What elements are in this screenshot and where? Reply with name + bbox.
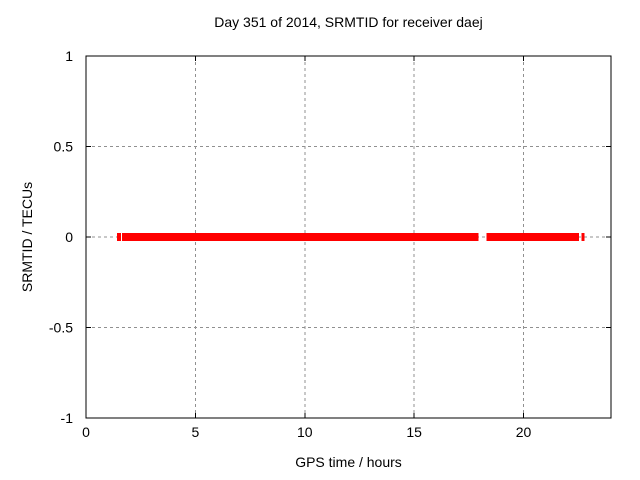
data-segment (581, 233, 585, 241)
x-tick-label: 20 (516, 424, 532, 440)
x-axis-label: GPS time / hours (295, 454, 402, 470)
y-tick-label: -0.5 (49, 320, 73, 336)
chart-title: Day 351 of 2014, SRMTID for receiver dae… (214, 14, 483, 30)
x-tick-label: 0 (82, 424, 90, 440)
x-tick-label: 15 (406, 424, 422, 440)
data-segment (117, 233, 121, 241)
y-tick-label: -1 (61, 410, 74, 426)
y-tick-label: 0 (65, 229, 73, 245)
y-tick-label: 0.5 (54, 139, 74, 155)
data-segment (486, 233, 579, 241)
y-tick-label: 1 (65, 48, 73, 64)
data-segment (122, 233, 479, 241)
x-tick-label: 5 (191, 424, 199, 440)
x-tick-label: 10 (297, 424, 313, 440)
